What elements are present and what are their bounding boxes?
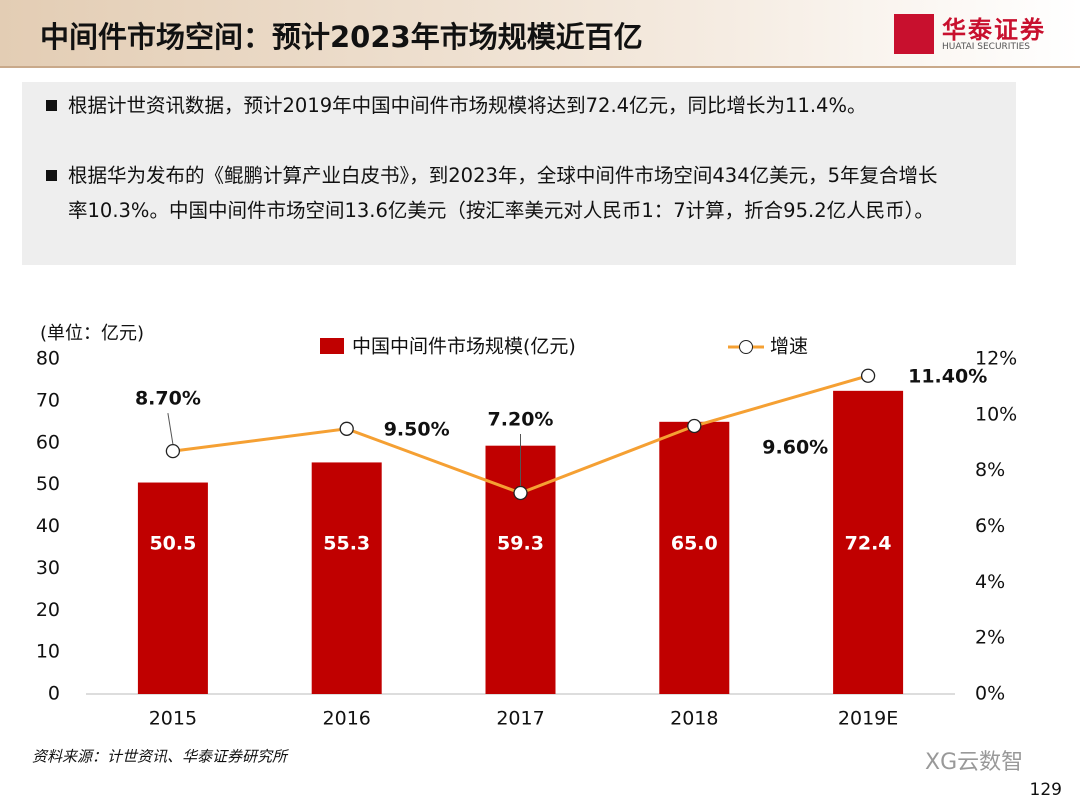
logo: 华泰证券 (942, 16, 1046, 44)
x-tick-label: 2017 (496, 708, 544, 730)
y2-tick-label: 2% (975, 627, 1005, 649)
leader (167, 413, 174, 445)
line-label: 9.60% (762, 437, 828, 459)
watermark: XG云数智 (925, 750, 1023, 775)
source: 资料来源：计世资讯、华泰证券研究所 (32, 748, 289, 766)
line-marker (513, 485, 528, 501)
x-tick-label: 2015 (149, 708, 197, 730)
bullet: 根据计世资讯数据，预计2019年中国中间件市场规模将达到72.4亿元，同比增长为… (46, 88, 948, 123)
y-axis-label: (单位：亿元) (40, 323, 144, 344)
y-tick-label: 60 (36, 431, 60, 453)
y2-tick-label: 0% (975, 683, 1005, 705)
y2-tick-label: 12% (975, 348, 1017, 370)
line-marker (165, 443, 181, 459)
y-tick-label: 0 (48, 683, 60, 705)
title: 中间件市场空间：预计2023年市场规模近百亿 (40, 20, 643, 54)
bar-label: 72.4 (845, 533, 892, 555)
line-label: 11.40% (908, 365, 987, 387)
bar (833, 390, 904, 694)
bullet: 根据华为发布的《鲲鹏计算产业白皮书》，到2023年，全球中间件市场空间434亿美… (46, 158, 948, 228)
line-label: 7.20% (488, 409, 554, 431)
line-label: 9.50% (384, 418, 450, 440)
bar (659, 421, 730, 694)
logo-sub: HUATAI SECURITIES (942, 42, 1031, 52)
y-tick-label: 80 (36, 348, 60, 370)
y-tick-label: 20 (36, 599, 60, 621)
y2-tick-label: 8% (975, 459, 1005, 481)
y-tick-label: 50 (36, 473, 60, 495)
y2-tick-label: 10% (975, 403, 1017, 425)
y-tick-label: 70 (36, 389, 60, 411)
legend-label: 增速 (770, 336, 808, 358)
y2-tick-label: 6% (975, 515, 1005, 537)
page-number: 129 (1030, 780, 1062, 800)
x-tick-label: 2018 (670, 708, 718, 730)
y-tick-label: 30 (36, 557, 60, 579)
x-tick-label: 2016 (323, 708, 371, 730)
legend-marker (739, 340, 753, 354)
line-marker (860, 368, 876, 383)
legend-label: 中国中间件市场规模(亿元) (352, 336, 576, 358)
x-tick-label: 2019E (838, 708, 898, 730)
bar-label: 55.3 (323, 533, 370, 555)
bar-label: 59.3 (497, 533, 544, 555)
bar-label: 50.5 (149, 533, 196, 555)
line-marker (687, 418, 702, 434)
bar-label: 65.0 (671, 533, 718, 555)
bar (311, 462, 382, 694)
bullet-box (22, 82, 1016, 265)
logo-icon (894, 14, 934, 54)
bar (137, 482, 208, 694)
y-tick-label: 40 (36, 515, 60, 537)
line-marker (339, 421, 354, 436)
header: 中间件市场空间：预计2023年市场规模近百亿 华泰证券 HUATAI SECUR… (0, 0, 1080, 68)
y-tick-label: 10 (36, 641, 60, 663)
legend-swatch (320, 338, 344, 354)
y2-tick-label: 4% (975, 571, 1005, 593)
line-label: 8.70% (135, 388, 201, 410)
